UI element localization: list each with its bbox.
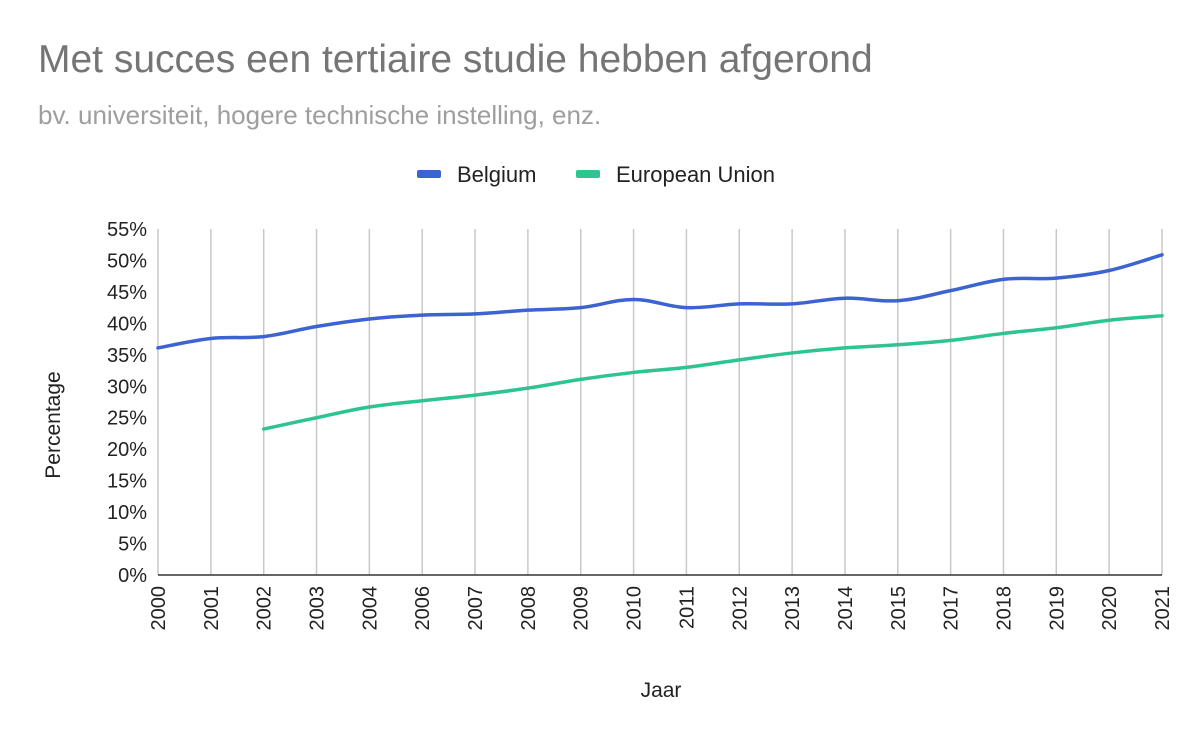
y-tick-label: 25%: [107, 408, 147, 430]
x-tick-label: 2007: [465, 586, 487, 631]
x-tick-label: 2004: [359, 586, 381, 631]
legend-label: European Union: [616, 162, 775, 187]
x-tick-label: 2001: [201, 586, 223, 631]
x-tick-label: 2009: [571, 586, 593, 631]
y-tick-label: 15%: [107, 471, 147, 493]
x-tick-label: 2002: [254, 586, 276, 631]
x-tick-label: 2000: [148, 586, 170, 631]
x-tick-label: 2010: [624, 586, 646, 631]
legend-swatch: [417, 170, 441, 178]
gridlines: [157, 229, 1163, 575]
x-tick-label: 2014: [835, 586, 857, 631]
y-tick-label: 0%: [118, 565, 147, 587]
legend-label: Belgium: [457, 162, 536, 187]
x-tick-label: 2008: [518, 586, 540, 631]
y-tick-label: 5%: [118, 534, 147, 556]
series-lines: [156, 253, 1164, 431]
x-axis-ticks: 2000 2001 2002 2003 2004 2006 2007 2008 2009 2010…: [148, 586, 1174, 631]
y-tick-label: 40%: [107, 313, 147, 335]
legend-swatch: [576, 170, 600, 178]
y-tick-label: 10%: [107, 502, 147, 524]
legend: Belgium European Union: [417, 162, 775, 187]
series-line-european-union: [261, 314, 1164, 431]
x-tick-label: 2012: [729, 586, 751, 631]
legend-item-european-union: European Union: [576, 162, 775, 187]
y-tick-label: 35%: [107, 345, 147, 367]
chart-subtitle: bv. universiteit, hogere technische inst…: [38, 100, 602, 130]
x-tick-label: 2021: [1152, 586, 1174, 631]
y-axis-ticks: 0% 5% 10% 15% 20% 25% 30% 35% 40% 45% 50% 55%: [107, 219, 147, 587]
y-axis-label: Percentage: [42, 371, 65, 478]
y-tick-label: 55%: [107, 219, 147, 241]
x-tick-label: 2015: [888, 586, 910, 631]
chart-title: Met succes een tertiaire studie hebben a…: [38, 38, 873, 81]
x-axis-label: Jaar: [641, 679, 682, 702]
x-tick-label: 2019: [1046, 586, 1068, 631]
x-tick-label: 2020: [1099, 586, 1121, 631]
y-tick-label: 50%: [107, 250, 147, 272]
x-tick-label: 2003: [307, 586, 329, 631]
y-tick-label: 45%: [107, 282, 147, 304]
series-line-belgium: [156, 253, 1164, 350]
y-tick-label: 20%: [107, 439, 147, 461]
y-tick-label: 30%: [107, 376, 147, 398]
x-tick-label: 2006: [412, 586, 434, 631]
x-tick-label: 2013: [782, 586, 804, 631]
x-tick-label: 2017: [941, 586, 963, 631]
legend-item-belgium: Belgium: [417, 162, 536, 187]
x-tick-label: 2011: [676, 586, 698, 629]
x-tick-label: 2018: [993, 586, 1015, 631]
